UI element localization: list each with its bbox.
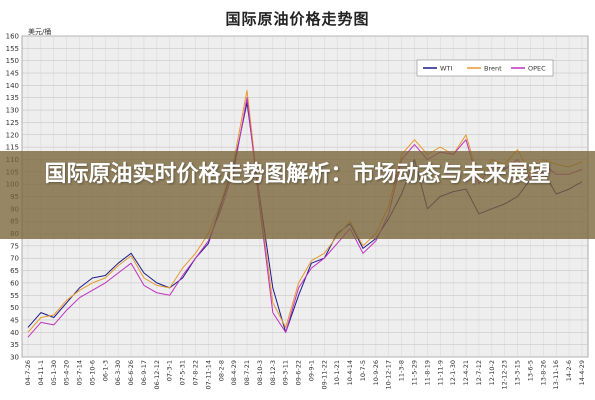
legend-label: OPEC <box>528 65 546 73</box>
y-tick-label: 150 <box>6 57 19 65</box>
x-tick-label: 06-1-3 <box>101 360 109 381</box>
legend-box <box>416 59 554 77</box>
x-tick-label: 08-4-29 <box>230 360 238 385</box>
x-tick-label: 13-8-26 <box>539 360 547 385</box>
x-tick-label: 09-11-22 <box>320 360 328 390</box>
x-tick-label: 10-12-17 <box>385 360 393 390</box>
x-tick-label: 05-1-30 <box>50 360 58 385</box>
x-tick-label: 11-8-19 <box>423 360 431 385</box>
y-tick-label: 55 <box>10 292 19 300</box>
x-axis-ticks: 04-7-26 04-11-1 05-1-30 05-4-20 05-7-14 05-10… <box>24 360 586 390</box>
x-tick-label: 11-11-9 <box>436 360 444 385</box>
x-tick-label: 10-9-26 <box>372 360 380 385</box>
legend: WTI Brent OPEC <box>416 59 554 77</box>
x-tick-label: 10-7-5 <box>359 360 367 381</box>
y-tick-label: 115 <box>6 144 19 152</box>
y-tick-label: 75 <box>10 242 19 250</box>
x-tick-label: 13-6-5 <box>526 360 534 381</box>
x-tick-label: 07-5-31 <box>179 360 187 385</box>
y-tick-label: 60 <box>10 279 19 287</box>
x-tick-label: 06-6-26 <box>127 360 135 385</box>
y-tick-label: 40 <box>10 329 19 337</box>
x-tick-label: 08-12-3 <box>269 360 277 385</box>
x-tick-label: 05-7-14 <box>76 360 84 385</box>
x-tick-label: 09-3-11 <box>282 360 290 385</box>
y-tick-label: 160 <box>6 33 19 41</box>
y-tick-label: 145 <box>6 70 19 78</box>
x-tick-label: 04-11-1 <box>37 360 45 385</box>
y-tick-label: 35 <box>10 341 19 349</box>
x-tick-label: 09-6-22 <box>295 360 303 385</box>
y-tick-label: 125 <box>6 119 19 127</box>
y-tick-label: 155 <box>6 45 19 53</box>
x-tick-label: 07-3-1 <box>166 360 174 381</box>
x-tick-label: 07-11-14 <box>204 360 212 390</box>
x-tick-label: 06-3-30 <box>114 360 122 385</box>
y-tick-label: 140 <box>6 82 19 90</box>
x-tick-label: 13-11-16 <box>552 360 560 390</box>
x-tick-label: 12-10-2 <box>488 360 496 385</box>
y-axis-unit-label: 美元/桶 <box>28 28 52 36</box>
y-tick-label: 70 <box>10 255 19 263</box>
chart-title: 国际原油价格走势图 <box>225 10 370 28</box>
x-tick-label: 10-4-14 <box>346 360 354 385</box>
overlay-headline: 国际原油实时价格走势图解析：市场动态与未来展望 <box>44 162 551 187</box>
x-tick-label: 05-4-20 <box>63 360 71 385</box>
x-tick-label: 06-9-17 <box>140 360 148 385</box>
x-tick-label: 06-12-12 <box>153 360 161 390</box>
x-tick-label: 08-7-21 <box>243 360 251 385</box>
x-tick-label: 09-9-1 <box>307 360 315 381</box>
x-tick-label: 13-3-15 <box>514 360 522 385</box>
y-tick-label: 45 <box>10 316 19 324</box>
x-tick-label: 10-1-21 <box>333 360 341 385</box>
x-tick-label: 14-4-29 <box>578 360 586 385</box>
x-tick-label: 07-8-22 <box>191 360 199 385</box>
overlay-banner <box>0 151 595 239</box>
x-tick-label: 08-10-3 <box>256 360 264 385</box>
y-tick-label: 135 <box>6 94 19 102</box>
x-tick-label: 11-5-29 <box>411 360 419 385</box>
y-tick-label: 130 <box>6 107 19 115</box>
y-tick-label: 50 <box>10 304 19 312</box>
x-tick-label: 14-2-6 <box>565 360 573 381</box>
x-tick-label: 12-12-23 <box>501 360 509 390</box>
x-tick-label: 04-7-26 <box>24 360 32 385</box>
legend-label: WTI <box>440 65 452 73</box>
x-tick-label: 12-7-12 <box>475 360 483 385</box>
y-tick-label: 65 <box>10 267 19 275</box>
y-tick-label: 30 <box>10 354 19 362</box>
x-tick-label: 11-3-8 <box>398 360 406 381</box>
legend-label: Brent <box>484 65 502 73</box>
x-tick-label: 05-10-6 <box>88 360 96 385</box>
x-tick-label: 12-1-30 <box>449 360 457 385</box>
x-tick-label: 12-4-21 <box>462 360 470 385</box>
y-tick-label: 120 <box>6 131 19 139</box>
x-tick-label: 08-2-8 <box>217 360 225 381</box>
